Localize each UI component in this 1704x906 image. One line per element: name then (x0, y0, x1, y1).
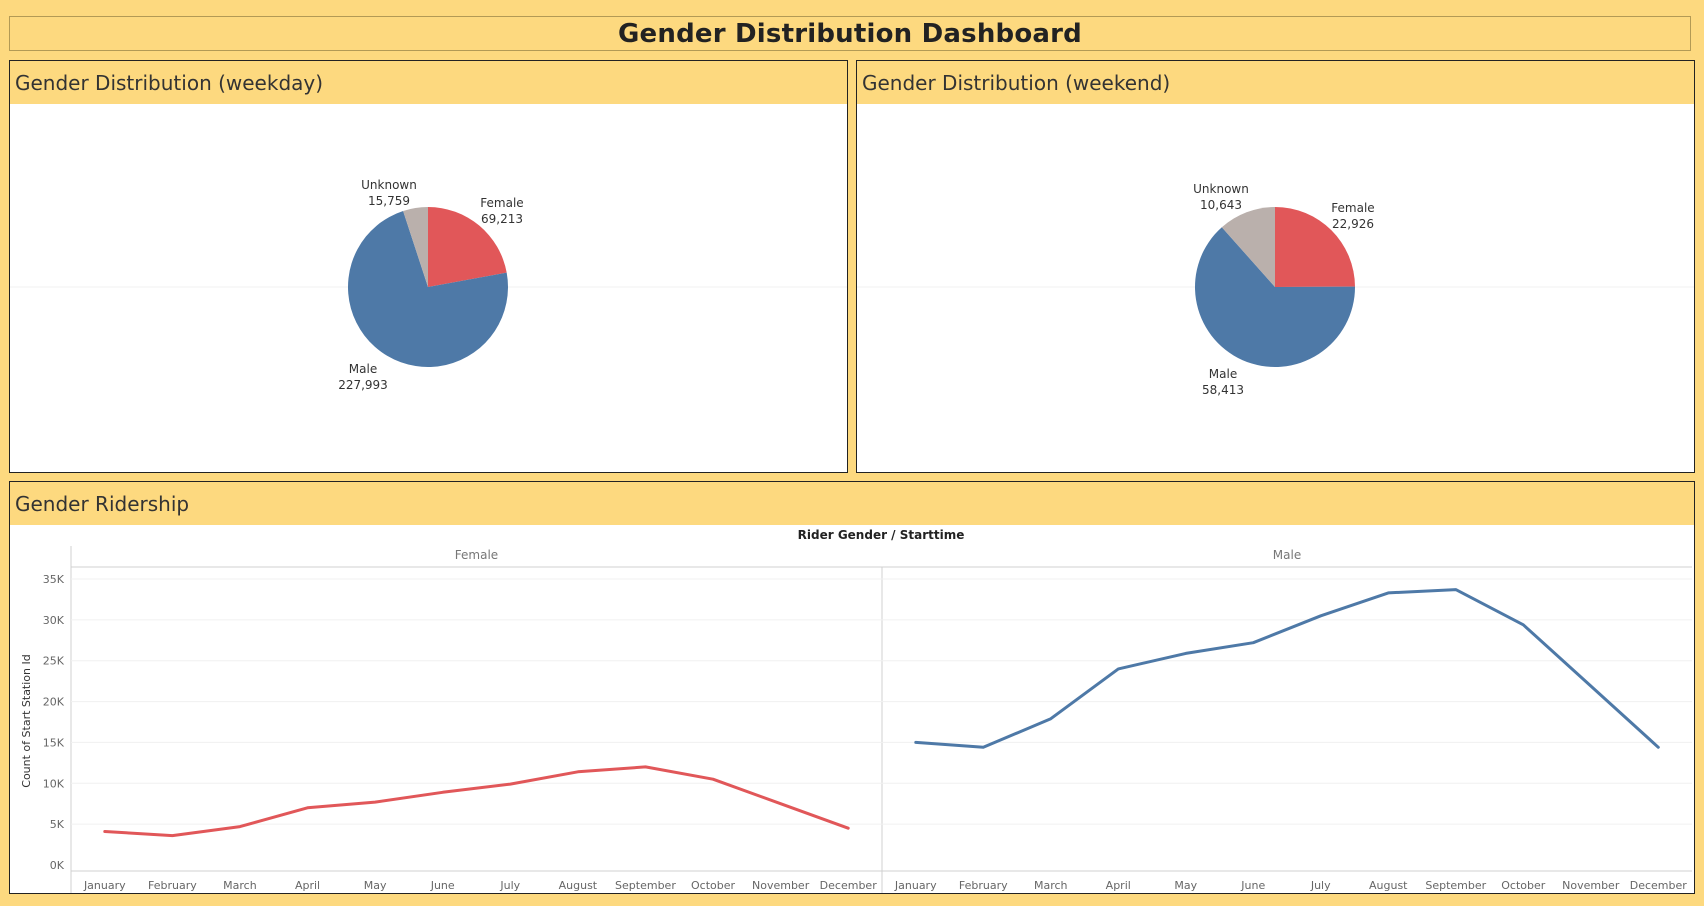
series-line-male[interactable] (914, 588, 1660, 749)
weekday-slice-unknown[interactable] (403, 207, 428, 287)
data-point-male[interactable] (912, 738, 920, 746)
weekend-panel-title: Gender Distribution (weekend) (857, 61, 1694, 104)
data-point-male[interactable] (1047, 715, 1055, 723)
x-tick-label-male: May (1174, 879, 1197, 892)
x-tick-label-female: February (148, 879, 197, 892)
ridership-line-chart[interactable]: Rider Gender / Starttime Female Male 0K 5K 10… (10, 525, 1694, 893)
weekday-value-unknown: 15,759 (368, 194, 410, 208)
data-point-male[interactable] (1114, 665, 1122, 673)
weekend-value-unknown: 10,643 (1200, 198, 1242, 212)
weekend-value-female: 22,926 (1332, 217, 1374, 231)
weekday-label-unknown: Unknown (361, 178, 417, 192)
x-tick-label-male: October (1501, 879, 1545, 892)
weekday-value-female: 69,213 (481, 212, 523, 226)
weekday-label-male: Male (349, 362, 377, 376)
weekday-panel: Gender Distribution (weekday) Female 69,2… (9, 60, 848, 473)
weekend-label-male: Male (1209, 367, 1237, 381)
x-tick-label-male: January (894, 879, 937, 892)
weekend-slice-female[interactable] (1275, 207, 1355, 287)
y-tick-label: 10K (43, 777, 65, 790)
y-tick-label: 20K (43, 696, 65, 709)
data-point-male[interactable] (1452, 586, 1460, 594)
data-point-female[interactable] (168, 832, 176, 840)
x-tick-label-female: March (223, 879, 257, 892)
weekday-slice-female[interactable] (428, 207, 507, 287)
data-point-female[interactable] (777, 800, 785, 808)
y-tick-label: 25K (43, 655, 65, 668)
weekend-value-male: 58,413 (1202, 383, 1244, 397)
data-point-male[interactable] (1654, 743, 1662, 751)
x-tick-label-female: December (820, 879, 878, 892)
x-tick-label-male: December (1630, 879, 1688, 892)
dashboard-title-bar: Gender Distribution Dashboard (9, 16, 1691, 51)
x-tick-label-male: July (1310, 879, 1331, 892)
data-point-male[interactable] (979, 743, 987, 751)
weekend-panel: Gender Distribution (weekend) Female 22,9… (856, 60, 1695, 473)
x-tick-label-male: February (959, 879, 1008, 892)
data-point-male[interactable] (1519, 621, 1527, 629)
x-tick-label-female: January (83, 879, 126, 892)
x-tick-label-male: March (1034, 879, 1068, 892)
weekend-label-unknown: Unknown (1193, 182, 1249, 196)
data-point-female[interactable] (709, 775, 717, 783)
y-tick-label: 35K (43, 573, 65, 586)
data-point-female[interactable] (371, 798, 379, 806)
weekday-panel-title: Gender Distribution (weekday) (10, 61, 847, 104)
data-point-male[interactable] (1249, 639, 1257, 647)
x-tick-label-male: November (1562, 879, 1620, 892)
x-tick-label-male: September (1425, 879, 1486, 892)
x-tick-label-male: June (1240, 879, 1265, 892)
data-point-male[interactable] (1182, 649, 1190, 657)
data-point-female[interactable] (844, 824, 852, 832)
weekend-pie-chart: Female 22,926 Male 58,413 Unknown 10,643 (857, 182, 1694, 397)
data-point-female[interactable] (236, 823, 244, 831)
weekend-slice-unknown[interactable] (1221, 207, 1275, 287)
data-point-female[interactable] (574, 768, 582, 776)
weekday-slice-male[interactable] (348, 210, 509, 367)
weekday-value-male: 227,993 (338, 378, 388, 392)
y-tick-label: 5K (50, 818, 65, 831)
x-tick-label-female: November (752, 879, 810, 892)
data-point-male[interactable] (1384, 589, 1392, 597)
data-point-female[interactable] (439, 788, 447, 796)
data-point-female[interactable] (506, 780, 514, 788)
data-point-female[interactable] (641, 763, 649, 771)
ridership-header: Rider Gender / Starttime (798, 528, 965, 542)
y-tick-label: 15K (43, 736, 65, 749)
ridership-panel: Gender Ridership Rider Gender / Starttim… (9, 481, 1695, 894)
x-tick-label-female: April (295, 879, 320, 892)
dashboard-title: Gender Distribution Dashboard (618, 18, 1082, 49)
data-point-male[interactable] (1317, 612, 1325, 620)
x-tick-label-female: August (559, 879, 598, 892)
weekend-slice-male[interactable] (1195, 227, 1356, 368)
x-tick-label-female: May (364, 879, 387, 892)
data-point-male[interactable] (1587, 682, 1595, 690)
series-line-female[interactable] (103, 765, 850, 838)
data-point-female[interactable] (101, 827, 109, 835)
ridership-panel-title: Gender Ridership (10, 482, 1694, 525)
x-tick-label-female: July (499, 879, 520, 892)
weekday-label-female: Female (480, 196, 523, 210)
data-point-female[interactable] (304, 804, 312, 812)
x-tick-label-female: September (615, 879, 676, 892)
y-tick-label: 0K (50, 859, 65, 872)
x-tick-label-female: June (430, 879, 455, 892)
x-tick-label-male: April (1106, 879, 1131, 892)
weekend-label-female: Female (1331, 201, 1374, 215)
x-tick-label-female: October (691, 879, 735, 892)
facet-label-male: Male (1273, 548, 1301, 562)
y-axis-title: Count of Start Station Id (20, 654, 33, 787)
x-tick-label-male: August (1369, 879, 1408, 892)
y-tick-label: 30K (43, 614, 65, 627)
weekday-pie-chart: Female 69,213 Male 227,993 Unknown 15,759 (10, 178, 847, 392)
facet-label-female: Female (455, 548, 498, 562)
